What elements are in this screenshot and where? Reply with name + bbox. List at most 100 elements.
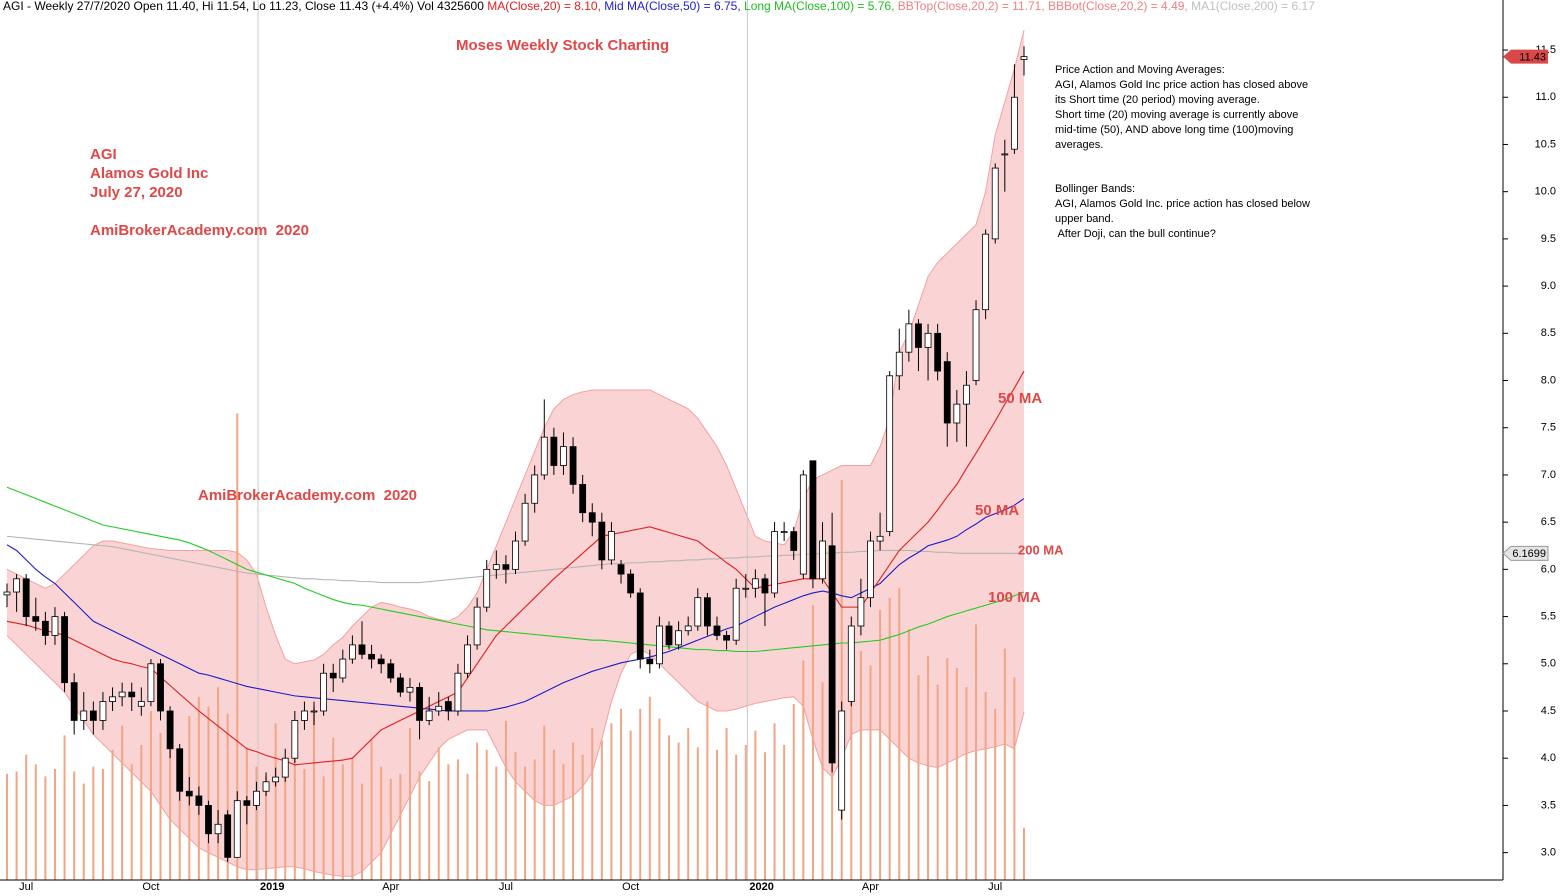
candle-body [751, 578, 759, 589]
candle-body [301, 710, 308, 721]
volume-bar [907, 629, 910, 880]
candle-body [377, 658, 385, 665]
x-tick-label: Jul [988, 881, 1002, 893]
candle-body [608, 531, 615, 561]
candle-body [675, 630, 683, 646]
volume-bar [313, 706, 316, 880]
price-tag [1503, 49, 1548, 64]
candle-body [339, 658, 347, 679]
volume-bar [572, 742, 575, 880]
volume-bar [994, 708, 997, 880]
candle-body [886, 375, 894, 532]
candle-body [742, 587, 750, 590]
volume-bar [975, 624, 978, 880]
candle-body [521, 502, 529, 542]
header-bbbot: BBBot(Close,20,2) = 4.49, [1048, 0, 1188, 13]
volume-bar [322, 776, 325, 880]
candle-body [13, 578, 20, 593]
candle-body [185, 790, 193, 797]
candle-body [905, 323, 913, 353]
line-label: 200 MA [1018, 542, 1064, 557]
candle-body [780, 531, 788, 533]
volume-bar [984, 691, 987, 880]
price-tag [1502, 545, 1549, 561]
candle-body [272, 776, 280, 783]
volume-bar [744, 744, 747, 880]
candle-body [492, 564, 500, 570]
volume-bar [293, 732, 296, 880]
volume-bar [802, 660, 805, 880]
volume-bar [428, 781, 431, 880]
candle-body [972, 309, 980, 381]
note-line: its Short time (20 period) moving averag… [1055, 94, 1260, 106]
x-tick-label: Jul [19, 881, 33, 893]
candle-body [636, 592, 644, 660]
candle-body [416, 686, 423, 721]
candle-body [320, 672, 328, 712]
candle-body [560, 446, 567, 466]
volume-bar [274, 723, 277, 880]
volume-bar [73, 771, 76, 880]
candle-body [867, 540, 874, 599]
candle-body [51, 616, 59, 636]
volume-bar [217, 687, 220, 880]
volume-bar [101, 769, 104, 880]
line-label: 50 MA [998, 390, 1042, 407]
candle-body [224, 814, 232, 858]
volume-bar [725, 728, 728, 880]
volume-bar [543, 725, 546, 880]
x-tick-label: Apr [862, 881, 879, 893]
volume-bar [130, 764, 133, 880]
candle-body [876, 535, 884, 542]
candle-body [157, 663, 164, 712]
volume-bar [706, 701, 709, 880]
price-tag-label: 6.1699 [1512, 548, 1546, 560]
company-name: Alamos Gold Inc [90, 165, 208, 182]
note-line: mid-time (50), AND above long time (100)… [1055, 124, 1293, 136]
candle-body [176, 748, 184, 792]
header-text: AGI - Weekly 27/7/2020 Open 11.40, Hi 11… [3, 0, 484, 13]
volume-bar [303, 769, 306, 880]
y-tick-label: 10.0 [1535, 186, 1556, 198]
volume-bar [629, 730, 632, 880]
candle-body [943, 361, 951, 424]
candle-body [991, 167, 999, 240]
volume-bar [504, 720, 507, 880]
volume-bar [658, 718, 661, 880]
volume-bar [360, 783, 363, 880]
candle-body [799, 474, 807, 575]
candle-body [396, 677, 404, 693]
candle-body [41, 620, 49, 636]
x-tick-label: Oct [622, 881, 639, 893]
volume-bar [399, 773, 402, 880]
candle-body [838, 710, 846, 811]
note-line: Bollinger Bands: [1055, 183, 1135, 195]
note-line: After Doji, can the bull continue? [1055, 228, 1216, 240]
volume-bar [447, 764, 450, 880]
y-tick-label: 4.5 [1541, 705, 1556, 717]
volume-bar [581, 754, 584, 880]
candle-body [982, 233, 990, 311]
note-line: Short time (20) moving average is curren… [1055, 109, 1298, 121]
candle-body [109, 696, 116, 702]
candle-body [771, 531, 778, 594]
candle-body [99, 701, 107, 721]
candle-body [579, 483, 587, 514]
volume-bar [898, 588, 901, 880]
y-tick-label: 6.0 [1541, 563, 1556, 575]
candle-body [473, 606, 481, 646]
volume-bar [600, 740, 603, 880]
candle-body [329, 672, 337, 679]
volume-bar [735, 754, 738, 880]
volume-bar [859, 650, 862, 880]
volume-bar [879, 609, 882, 880]
candle-body [627, 573, 635, 594]
candle-body [588, 512, 596, 523]
y-tick-label: 10.5 [1535, 138, 1556, 150]
volume-bar [869, 665, 872, 880]
volume-bar [533, 759, 536, 880]
volume-bar [370, 740, 373, 880]
y-tick-label: 5.5 [1541, 610, 1556, 622]
volume-bar [850, 634, 853, 880]
candle-body [1011, 96, 1018, 150]
